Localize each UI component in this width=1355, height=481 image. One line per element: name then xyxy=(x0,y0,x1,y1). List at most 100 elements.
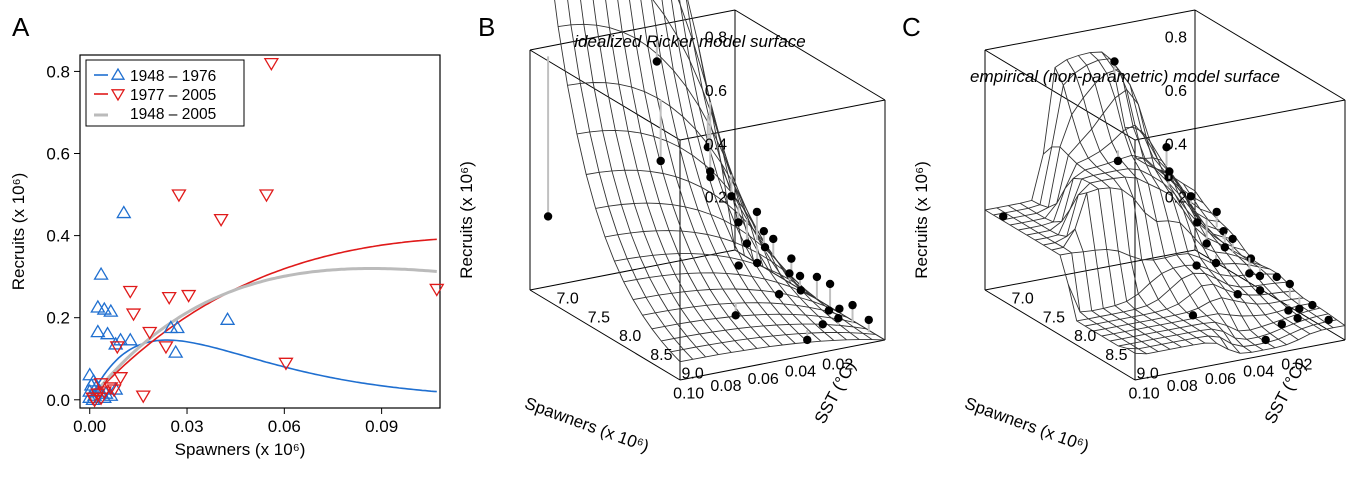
surface-line xyxy=(604,230,811,296)
data-point xyxy=(1188,311,1198,320)
data-point xyxy=(99,326,116,340)
data-point xyxy=(1308,300,1317,310)
x-tick-label: 0.06 xyxy=(748,371,779,388)
data-point xyxy=(825,279,835,289)
y-axis-label: Recruits (x 10⁶) xyxy=(9,173,28,291)
data-point xyxy=(734,261,743,270)
data-point xyxy=(1113,156,1123,166)
data-point xyxy=(125,308,142,322)
surface-line xyxy=(1026,154,1237,240)
surface-line xyxy=(1113,67,1264,351)
data-point xyxy=(1324,315,1333,325)
data-point xyxy=(219,311,236,325)
x-axis-label: Spawners (x 10⁶) xyxy=(175,440,306,459)
data-point xyxy=(96,301,112,315)
data-point xyxy=(122,332,138,346)
data-point xyxy=(90,299,106,313)
data-point xyxy=(103,303,119,317)
legend-box xyxy=(85,59,245,127)
surface-line xyxy=(629,0,758,349)
surface-line xyxy=(1034,168,1246,251)
data-point xyxy=(82,389,98,403)
data-point xyxy=(1246,254,1256,263)
z-axis-label: Recruits (x 10⁶) xyxy=(457,161,476,279)
x-tick-label: 0.02 xyxy=(1281,356,1312,373)
y-tick-label: 7.0 xyxy=(1012,291,1034,308)
data-point xyxy=(135,390,151,404)
data-point xyxy=(82,367,98,381)
data-point xyxy=(818,320,827,329)
x-tick-label: 0.02 xyxy=(822,356,853,373)
data-point xyxy=(727,192,736,201)
z-tick-label: 0.6 xyxy=(705,83,727,100)
data-point xyxy=(742,239,752,248)
surface-line xyxy=(984,51,1196,211)
surface-line xyxy=(671,0,809,343)
data-point xyxy=(759,226,769,236)
data-point xyxy=(171,189,187,203)
panel-a-letter: A xyxy=(12,12,30,42)
data-point xyxy=(1186,192,1196,201)
surface-line xyxy=(1077,55,1229,350)
data-point xyxy=(1192,261,1201,270)
y-tick-label: 9.0 xyxy=(1137,366,1159,383)
data-point xyxy=(1212,207,1221,217)
data-point xyxy=(760,243,770,252)
z-tick-label: 0.2 xyxy=(1165,190,1187,207)
data-point xyxy=(90,324,106,338)
surface-line xyxy=(595,202,801,290)
surface-line xyxy=(1093,297,1304,332)
data-point xyxy=(263,58,279,71)
data-point xyxy=(96,389,112,403)
panel-c-surface-chart: 0.10 0.08 0.06 0.04 0.02 7.0 7.5 8.0 8.5 9.0 0.2 0.… xyxy=(912,9,1346,457)
data-point xyxy=(835,304,844,313)
x-tick-label: 0.06 xyxy=(268,417,301,436)
data-point xyxy=(1295,304,1304,313)
surface-line xyxy=(576,129,783,279)
data-point xyxy=(834,314,843,323)
y-tick-label: 8.5 xyxy=(650,347,672,364)
y-tick-label: 0.0 xyxy=(46,391,70,410)
x-tick-label: 0.08 xyxy=(710,378,741,395)
surface-line xyxy=(670,331,876,353)
legend-label: 1977 – 2005 xyxy=(130,87,216,104)
y-tick-label: 7.5 xyxy=(588,309,610,326)
data-point xyxy=(656,156,665,166)
surface-line xyxy=(1118,313,1329,347)
data-point xyxy=(1202,239,1211,248)
legend-marker xyxy=(110,89,126,102)
surface-line xyxy=(1126,319,1337,350)
box-edge xyxy=(984,49,1136,141)
surface-line xyxy=(1009,88,1221,226)
data-point xyxy=(803,335,812,345)
surface-line xyxy=(1018,124,1229,231)
data-point xyxy=(1293,314,1302,323)
data-point xyxy=(103,382,119,396)
panel-b-surface-chart: 0.10 0.08 0.06 0.04 0.02 7.0 7.5 8.0 8.5 9.0 0.2 0.… xyxy=(457,0,886,456)
z-tick-label: 0.8 xyxy=(705,30,727,47)
data-point xyxy=(1219,226,1228,236)
z-tick-label: 0.6 xyxy=(1165,83,1187,100)
x-axis-label: Spawners (x 10⁶) xyxy=(962,394,1091,457)
x-tick-label: 0.08 xyxy=(1167,378,1198,395)
data-point xyxy=(1255,286,1265,295)
data-point xyxy=(1277,320,1287,329)
data-point xyxy=(116,205,132,219)
box-edge xyxy=(984,9,1196,51)
surface-mesh xyxy=(554,0,886,363)
surface-line xyxy=(642,302,848,318)
data-point xyxy=(731,311,740,320)
z-tick-label: 0.4 xyxy=(705,136,727,153)
z-axis-label: Recruits (x 10⁶) xyxy=(912,161,931,279)
surface-line xyxy=(679,339,886,363)
y-tick-label: 8.0 xyxy=(1074,328,1096,345)
data-point xyxy=(109,341,125,355)
box-edge xyxy=(529,289,681,381)
surface-line xyxy=(1084,283,1296,327)
surface-title: idealized Ricker model surface xyxy=(574,32,806,51)
surface-line xyxy=(687,0,736,251)
panel-a-scatter-chart: 0.00 0.03 0.06 0.09 0.0 0.2 0.4 0.6 0.8 Spawners … xyxy=(9,54,445,459)
surface-line xyxy=(1051,187,1262,267)
x-tick-label: 0.04 xyxy=(785,364,816,381)
y-tick-label: 7.0 xyxy=(557,291,579,308)
